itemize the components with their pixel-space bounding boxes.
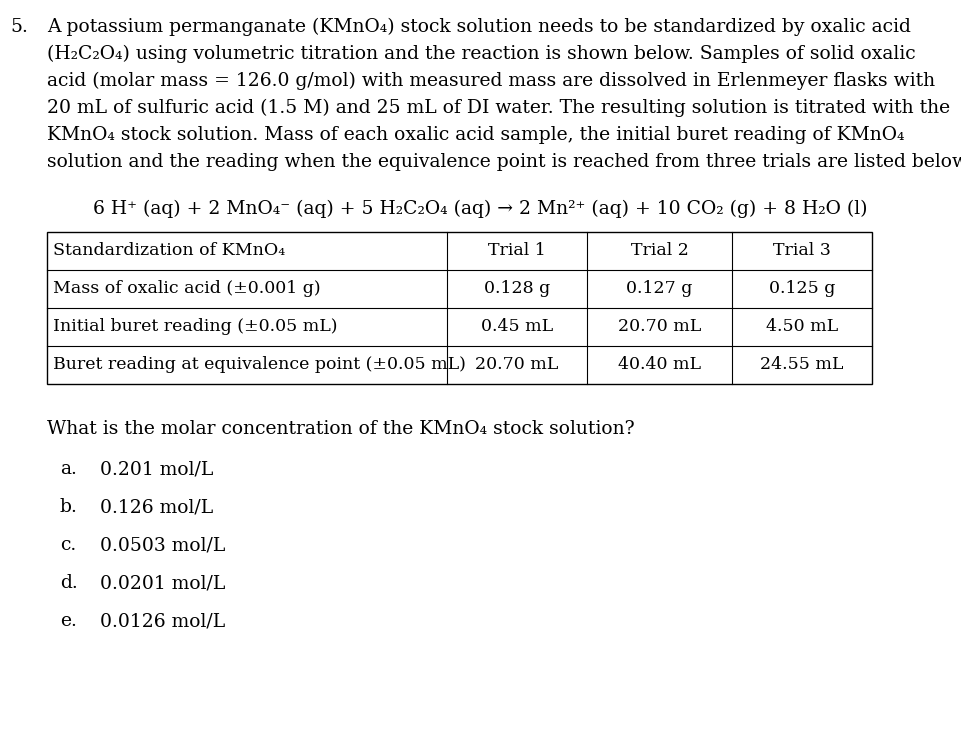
Text: 0.0126 mol/L: 0.0126 mol/L (100, 612, 225, 630)
Text: b.: b. (60, 498, 78, 516)
Text: (H₂C₂O₄) using volumetric titration and the reaction is shown below. Samples of : (H₂C₂O₄) using volumetric titration and … (47, 45, 915, 63)
Text: 4.50 mL: 4.50 mL (765, 318, 837, 335)
Text: 0.45 mL: 0.45 mL (480, 318, 553, 335)
Text: a.: a. (60, 460, 77, 478)
Text: c.: c. (60, 536, 76, 554)
Text: acid (molar mass = 126.0 g/mol) with measured mass are dissolved in Erlenmeyer f: acid (molar mass = 126.0 g/mol) with mea… (47, 72, 934, 90)
Text: 0.125 g: 0.125 g (768, 280, 834, 297)
Text: 0.127 g: 0.127 g (626, 280, 692, 297)
Text: Trial 2: Trial 2 (629, 242, 688, 259)
Text: 0.201 mol/L: 0.201 mol/L (100, 460, 213, 478)
Text: 0.0201 mol/L: 0.0201 mol/L (100, 574, 225, 592)
Text: d.: d. (60, 574, 78, 592)
Text: Trial 3: Trial 3 (773, 242, 830, 259)
Text: Trial 1: Trial 1 (487, 242, 545, 259)
Text: 6 H⁺ (aq) + 2 MnO₄⁻ (aq) + 5 H₂C₂O₄ (aq) → 2 Mn²⁺ (aq) + 10 CO₂ (g) + 8 H₂O (l): 6 H⁺ (aq) + 2 MnO₄⁻ (aq) + 5 H₂C₂O₄ (aq)… (92, 200, 867, 218)
Text: solution and the reading when the equivalence point is reached from three trials: solution and the reading when the equiva… (47, 153, 961, 171)
Text: 0.126 mol/L: 0.126 mol/L (100, 498, 213, 516)
Bar (47, 232, 871, 384)
Text: 20.70 mL: 20.70 mL (617, 318, 701, 335)
Text: 0.0503 mol/L: 0.0503 mol/L (100, 536, 225, 554)
Text: Initial buret reading (±0.05 mL): Initial buret reading (±0.05 mL) (53, 318, 337, 335)
Text: What is the molar concentration of the KMnO₄ stock solution?: What is the molar concentration of the K… (47, 420, 634, 438)
Text: Mass of oxalic acid (±0.001 g): Mass of oxalic acid (±0.001 g) (53, 280, 320, 297)
Text: 24.55 mL: 24.55 mL (759, 356, 843, 373)
Text: e.: e. (60, 612, 77, 630)
Text: A potassium permanganate (KMnO₄) stock solution needs to be standardized by oxal: A potassium permanganate (KMnO₄) stock s… (47, 18, 910, 37)
Text: Standardization of KMnO₄: Standardization of KMnO₄ (53, 242, 285, 259)
Text: 0.128 g: 0.128 g (483, 280, 550, 297)
Text: 20 mL of sulfuric acid (1.5 M) and 25 mL of DI water. The resulting solution is : 20 mL of sulfuric acid (1.5 M) and 25 mL… (47, 99, 949, 117)
Text: KMnO₄ stock solution. Mass of each oxalic acid sample, the initial buret reading: KMnO₄ stock solution. Mass of each oxali… (47, 126, 903, 144)
Text: Buret reading at equivalence point (±0.05 mL): Buret reading at equivalence point (±0.0… (53, 356, 465, 373)
Text: 40.40 mL: 40.40 mL (617, 356, 701, 373)
Text: 20.70 mL: 20.70 mL (475, 356, 558, 373)
Text: 5.: 5. (10, 18, 28, 36)
